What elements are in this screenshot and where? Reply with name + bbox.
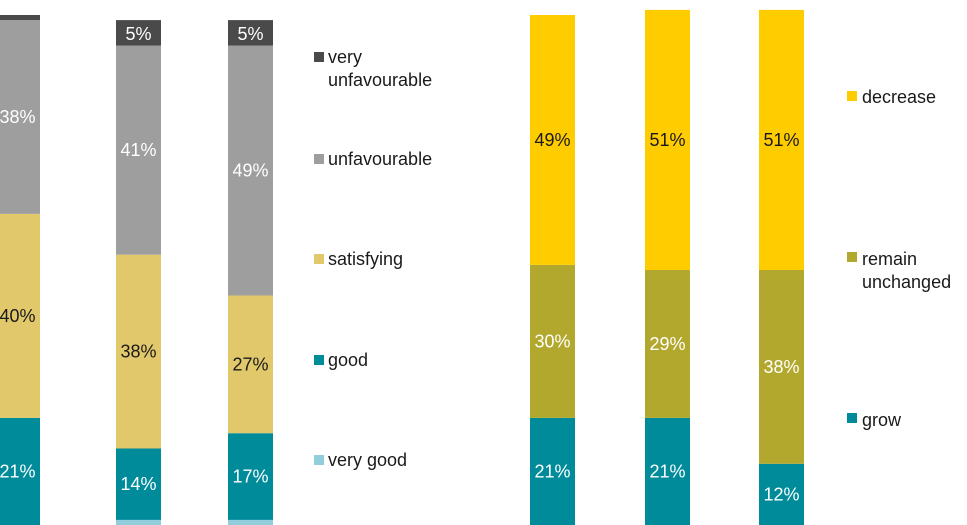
legend-swatch-grow xyxy=(847,413,857,423)
data-label-good-2: 14% xyxy=(120,474,156,494)
bar-segment-very-unfavourable-3 xyxy=(228,20,273,46)
data-label-very-unfavourable-2: 5% xyxy=(125,24,151,44)
bar-segment-grow-3 xyxy=(759,463,804,525)
legend-swatch-very-good xyxy=(314,455,324,465)
data-label-grow-3: 12% xyxy=(763,484,799,504)
legend-item-unfavourable: unfavourable xyxy=(314,149,432,169)
data-label-satisfying-3: 27% xyxy=(232,354,268,374)
legend-swatch-remain-unchanged xyxy=(847,252,857,262)
bar-segment-very-unfavourable-1 xyxy=(0,15,40,21)
bar-segment-remain-unchanged-2 xyxy=(645,270,690,418)
legend-label-very-good: very good xyxy=(328,450,407,470)
legend-item-satisfying: satisfying xyxy=(314,249,403,269)
bar-segment-good-3 xyxy=(228,433,273,520)
legend-label-unfavourable: unfavourable xyxy=(328,149,432,169)
bar-segment-unfavourable-1 xyxy=(0,20,40,214)
bar-segment-decrease-3 xyxy=(759,9,804,271)
bar-segment-decrease-2 xyxy=(645,9,690,271)
assessment-legend: very unfavourable unfavourable satisfying go… xyxy=(314,47,432,470)
legend-swatch-very-unfavourable xyxy=(314,52,324,62)
bar-segment-grow-1 xyxy=(530,417,575,525)
bar-segment-very-good-2 xyxy=(116,519,161,525)
legend-label-grow: grow xyxy=(862,410,902,430)
data-label-satisfying-1: 40% xyxy=(0,306,36,326)
data-label-decrease-2: 51% xyxy=(649,130,685,150)
assessment-stacked-bar-chart: 21% 40% 38% 14% 38% 41% 5% 17% 27% 49% 5% xyxy=(0,15,273,525)
bar-segment-satisfying-2 xyxy=(116,254,161,449)
legend-label-remain-unchanged: remain unchanged xyxy=(862,249,951,292)
data-label-unfavourable-3: 49% xyxy=(232,161,268,181)
data-label-good-1: 21% xyxy=(0,461,36,481)
legend-item-grow: grow xyxy=(847,410,902,430)
bar-segment-very-good-3 xyxy=(228,519,273,525)
legend-label-decrease: decrease xyxy=(862,87,936,107)
bar-segment-satisfying-3 xyxy=(228,295,273,434)
data-label-satisfying-2: 38% xyxy=(120,342,156,362)
outlook-legend: decrease remain unchanged grow xyxy=(847,87,951,430)
data-label-decrease-1: 49% xyxy=(534,130,570,150)
legend-swatch-good xyxy=(314,355,324,365)
bar-segment-very-unfavourable-2 xyxy=(116,20,161,46)
data-label-remain-unchanged-1: 30% xyxy=(534,331,570,351)
bar-segment-remain-unchanged-1 xyxy=(530,264,575,418)
legend-item-remain-unchanged: remain unchanged xyxy=(847,249,951,292)
data-label-remain-unchanged-3: 38% xyxy=(763,357,799,377)
bar-segment-good-2 xyxy=(116,448,161,520)
legend-label-very-unfavourable: very unfavourable xyxy=(328,47,432,90)
data-label-unfavourable-2: 41% xyxy=(120,140,156,160)
legend-item-very-good: very good xyxy=(314,450,407,470)
bar-segment-unfavourable-3 xyxy=(228,45,273,296)
legend-label-good: good xyxy=(328,350,368,370)
bar-segment-unfavourable-2 xyxy=(116,45,161,255)
data-label-remain-unchanged-2: 29% xyxy=(649,334,685,354)
bar-segment-good-1 xyxy=(0,417,40,525)
bar-segment-satisfying-1 xyxy=(0,213,40,418)
data-label-very-unfavourable-3: 5% xyxy=(237,24,263,44)
data-label-unfavourable-1: 38% xyxy=(0,107,36,127)
outlook-stacked-bar-chart: 21% 30% 49% 21% 29% 51% 12% 38% 51% xyxy=(530,9,804,525)
legend-item-very-unfavourable: very unfavourable xyxy=(314,47,432,90)
data-label-grow-1: 21% xyxy=(534,461,570,481)
data-label-decrease-3: 51% xyxy=(763,130,799,150)
legend-swatch-satisfying xyxy=(314,254,324,264)
legend-label-satisfying: satisfying xyxy=(328,249,403,269)
legend-item-good: good xyxy=(314,350,368,370)
data-label-grow-2: 21% xyxy=(649,461,685,481)
bar-segment-remain-unchanged-3 xyxy=(759,270,804,464)
bar-segment-grow-2 xyxy=(645,417,690,525)
legend-item-decrease: decrease xyxy=(847,87,936,107)
legend-swatch-decrease xyxy=(847,91,857,101)
data-label-good-3: 17% xyxy=(232,467,268,487)
legend-swatch-unfavourable xyxy=(314,154,324,164)
bar-segment-decrease-1 xyxy=(530,15,575,265)
